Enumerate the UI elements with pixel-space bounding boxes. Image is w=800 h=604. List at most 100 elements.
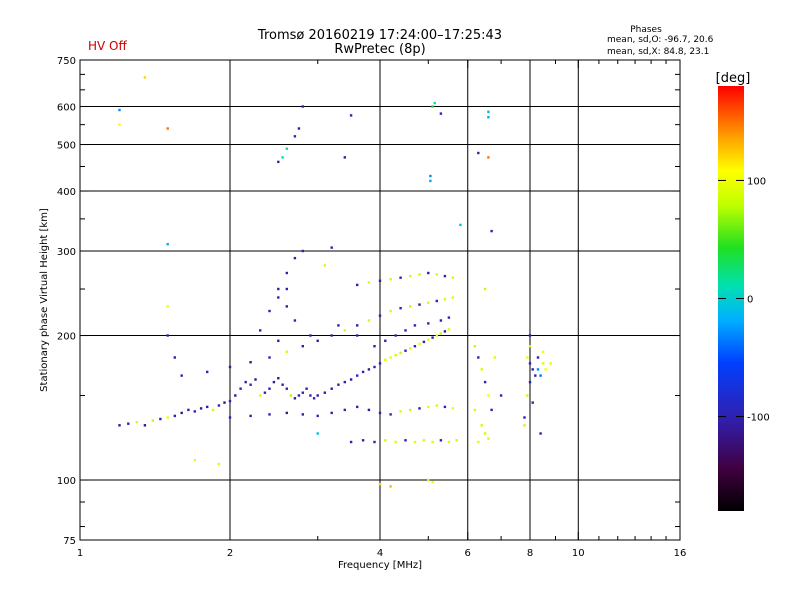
data-point xyxy=(451,296,454,299)
data-point xyxy=(159,417,162,421)
data-point xyxy=(166,127,169,130)
data-point xyxy=(418,342,421,346)
data-point xyxy=(487,437,490,440)
data-point xyxy=(268,413,271,416)
data-point xyxy=(330,387,333,390)
chart-title: Tromsø 20160219 17:24:00–17:25:43 xyxy=(257,28,502,43)
data-point xyxy=(384,358,387,361)
data-point xyxy=(447,440,451,444)
colorbar-tick-label: 100 xyxy=(747,176,766,187)
data-point xyxy=(343,380,346,384)
data-point xyxy=(528,345,532,348)
data-point xyxy=(536,368,540,371)
data-point xyxy=(173,356,176,359)
x-tick-label: 4 xyxy=(377,548,383,559)
data-point xyxy=(378,483,382,486)
data-point xyxy=(378,362,382,365)
data-point xyxy=(389,356,392,359)
data-point xyxy=(459,223,462,227)
y-tick-label: 500 xyxy=(57,141,76,152)
x-tick-label: 10 xyxy=(572,548,585,559)
data-point xyxy=(418,273,421,276)
grid-lines xyxy=(80,60,680,540)
data-point xyxy=(523,424,526,427)
data-point xyxy=(330,334,333,337)
data-point xyxy=(483,287,487,291)
data-point xyxy=(526,356,529,359)
data-point xyxy=(254,378,257,381)
data-point xyxy=(285,350,288,353)
data-point xyxy=(389,413,392,416)
data-point xyxy=(118,108,121,112)
data-point xyxy=(206,370,209,374)
data-point xyxy=(480,368,483,371)
data-point xyxy=(305,387,308,390)
data-point xyxy=(431,105,434,108)
y-tick-label: 75 xyxy=(63,536,76,547)
data-point xyxy=(228,416,232,419)
data-point xyxy=(539,432,542,435)
data-point xyxy=(293,256,297,260)
data-point xyxy=(217,462,221,466)
data-point xyxy=(399,276,402,279)
data-point xyxy=(477,356,480,359)
data-point xyxy=(301,391,304,394)
data-point xyxy=(268,309,271,313)
data-point xyxy=(384,439,387,442)
data-point xyxy=(272,380,276,384)
data-point xyxy=(217,404,221,407)
data-point xyxy=(356,283,359,287)
x-tick-label: 1 xyxy=(77,548,83,559)
data-point xyxy=(490,408,493,412)
data-point xyxy=(285,147,288,150)
data-point xyxy=(480,424,483,427)
data-point xyxy=(451,276,454,279)
data-point xyxy=(367,408,371,412)
data-point xyxy=(433,101,436,105)
data-point xyxy=(330,411,333,415)
data-point xyxy=(487,110,490,113)
data-point xyxy=(249,414,252,418)
data-point xyxy=(289,394,293,397)
x-tick-label: 16 xyxy=(674,548,687,559)
data-point xyxy=(455,439,458,442)
data-point xyxy=(199,407,203,410)
data-point xyxy=(427,478,430,482)
data-point xyxy=(373,345,376,348)
data-point xyxy=(361,439,365,442)
data-point xyxy=(239,387,242,390)
data-point xyxy=(443,405,447,409)
x-axis-label: Frequency [MHz] xyxy=(338,560,422,571)
data-point xyxy=(427,322,430,325)
data-point xyxy=(180,411,183,415)
data-point xyxy=(330,246,333,249)
data-point xyxy=(493,356,496,359)
data-point xyxy=(418,407,421,410)
data-point xyxy=(356,324,359,327)
data-point xyxy=(367,319,371,322)
data-point xyxy=(249,383,252,386)
data-point xyxy=(293,135,297,138)
data-point xyxy=(301,345,304,348)
data-point xyxy=(166,334,169,337)
data-point xyxy=(143,76,147,79)
data-point xyxy=(384,339,387,342)
data-point xyxy=(337,324,340,327)
data-point xyxy=(451,407,454,410)
data-point xyxy=(312,397,316,400)
data-point xyxy=(409,305,412,308)
data-point xyxy=(356,405,359,409)
data-point xyxy=(180,374,183,377)
y-tick-label: 300 xyxy=(57,247,76,258)
data-point xyxy=(127,422,130,425)
data-point xyxy=(223,401,226,404)
data-point xyxy=(435,334,438,337)
x-tick-label: 6 xyxy=(465,548,471,559)
data-point xyxy=(549,362,552,365)
data-point xyxy=(323,264,326,267)
data-point xyxy=(443,298,447,301)
data-point xyxy=(343,329,346,332)
data-point xyxy=(234,394,237,397)
data-point xyxy=(277,296,280,299)
